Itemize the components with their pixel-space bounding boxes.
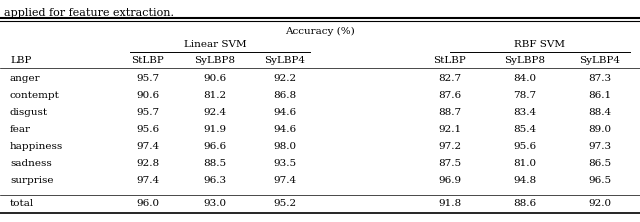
Text: 97.4: 97.4 xyxy=(273,176,296,185)
Text: applied for feature extraction.: applied for feature extraction. xyxy=(4,8,174,18)
Text: fear: fear xyxy=(10,125,31,134)
Text: 91.9: 91.9 xyxy=(204,125,227,134)
Text: 93.0: 93.0 xyxy=(204,199,227,208)
Text: 97.3: 97.3 xyxy=(588,142,612,151)
Text: 92.0: 92.0 xyxy=(588,199,612,208)
Text: surprise: surprise xyxy=(10,176,54,185)
Text: 96.6: 96.6 xyxy=(204,142,227,151)
Text: 95.2: 95.2 xyxy=(273,199,296,208)
Text: 89.0: 89.0 xyxy=(588,125,612,134)
Text: 86.1: 86.1 xyxy=(588,91,612,100)
Text: RBF SVM: RBF SVM xyxy=(515,40,566,49)
Text: StLBP: StLBP xyxy=(132,56,164,65)
Text: 88.6: 88.6 xyxy=(513,199,536,208)
Text: SyLBP4: SyLBP4 xyxy=(579,56,621,65)
Text: 95.7: 95.7 xyxy=(136,108,159,117)
Text: 88.4: 88.4 xyxy=(588,108,612,117)
Text: 96.0: 96.0 xyxy=(136,199,159,208)
Text: 95.6: 95.6 xyxy=(136,125,159,134)
Text: 96.3: 96.3 xyxy=(204,176,227,185)
Text: 88.7: 88.7 xyxy=(438,108,461,117)
Text: 95.6: 95.6 xyxy=(513,142,536,151)
Text: 87.3: 87.3 xyxy=(588,74,612,83)
Text: 96.5: 96.5 xyxy=(588,176,612,185)
Text: 83.4: 83.4 xyxy=(513,108,536,117)
Text: 82.7: 82.7 xyxy=(438,74,461,83)
Text: SyLBP8: SyLBP8 xyxy=(195,56,236,65)
Text: contempt: contempt xyxy=(10,91,60,100)
Text: SyLBP4: SyLBP4 xyxy=(264,56,305,65)
Text: 88.5: 88.5 xyxy=(204,159,227,168)
Text: 85.4: 85.4 xyxy=(513,125,536,134)
Text: 95.7: 95.7 xyxy=(136,74,159,83)
Text: 92.8: 92.8 xyxy=(136,159,159,168)
Text: 96.9: 96.9 xyxy=(438,176,461,185)
Text: LBP: LBP xyxy=(10,56,31,65)
Text: 92.1: 92.1 xyxy=(438,125,461,134)
Text: total: total xyxy=(10,199,35,208)
Text: SyLBP8: SyLBP8 xyxy=(504,56,545,65)
Text: 98.0: 98.0 xyxy=(273,142,296,151)
Text: 97.2: 97.2 xyxy=(438,142,461,151)
Text: 84.0: 84.0 xyxy=(513,74,536,83)
Text: sadness: sadness xyxy=(10,159,52,168)
Text: happiness: happiness xyxy=(10,142,63,151)
Text: 93.5: 93.5 xyxy=(273,159,296,168)
Text: 97.4: 97.4 xyxy=(136,142,159,151)
Text: 94.6: 94.6 xyxy=(273,108,296,117)
Text: 91.8: 91.8 xyxy=(438,199,461,208)
Text: 81.2: 81.2 xyxy=(204,91,227,100)
Text: 90.6: 90.6 xyxy=(136,91,159,100)
Text: 87.6: 87.6 xyxy=(438,91,461,100)
Text: 86.5: 86.5 xyxy=(588,159,612,168)
Text: 94.6: 94.6 xyxy=(273,125,296,134)
Text: 81.0: 81.0 xyxy=(513,159,536,168)
Text: 92.2: 92.2 xyxy=(273,74,296,83)
Text: Linear SVM: Linear SVM xyxy=(184,40,246,49)
Text: Accuracy (%): Accuracy (%) xyxy=(285,27,355,36)
Text: 78.7: 78.7 xyxy=(513,91,536,100)
Text: anger: anger xyxy=(10,74,40,83)
Text: 94.8: 94.8 xyxy=(513,176,536,185)
Text: 90.6: 90.6 xyxy=(204,74,227,83)
Text: StLBP: StLBP xyxy=(434,56,467,65)
Text: 87.5: 87.5 xyxy=(438,159,461,168)
Text: 92.4: 92.4 xyxy=(204,108,227,117)
Text: disgust: disgust xyxy=(10,108,48,117)
Text: 86.8: 86.8 xyxy=(273,91,296,100)
Text: 97.4: 97.4 xyxy=(136,176,159,185)
